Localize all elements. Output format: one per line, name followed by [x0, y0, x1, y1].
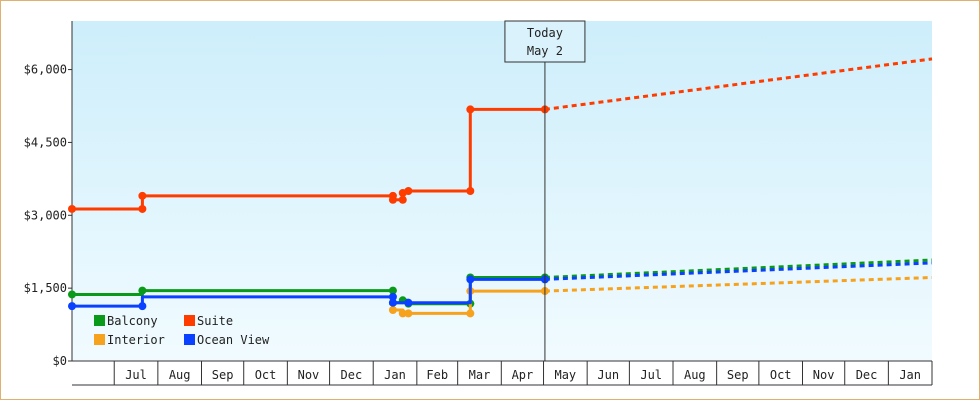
forecast-line-suite	[544, 57, 933, 111]
x-tick-label: Jan	[899, 368, 921, 382]
y-axis: $0 $1,500 $3,000 $4,500 $6,000	[24, 21, 73, 368]
today-box	[504, 20, 586, 63]
today-marker: Today May 2	[504, 20, 586, 361]
y-tick-label: $4,500	[24, 135, 67, 149]
data-point	[466, 187, 475, 195]
data-point	[466, 275, 475, 284]
forecast-line-balcony	[544, 258, 933, 279]
x-tick-label: Jan	[384, 368, 406, 382]
data-point	[68, 290, 76, 299]
x-tick-label: Dec	[341, 368, 363, 382]
legend-swatch-balcony	[94, 315, 105, 326]
data-point	[404, 187, 413, 195]
x-tick-label: Oct	[770, 368, 792, 382]
x-tick-label: Sep	[212, 368, 234, 382]
y-tick-label: $6,000	[24, 63, 67, 77]
x-tick-label: Nov	[298, 368, 320, 382]
data-point	[388, 286, 397, 295]
y-tick-label: $1,500	[24, 281, 67, 295]
x-tick-label: Aug	[169, 368, 191, 382]
x-tick-label: Jul	[125, 368, 147, 382]
legend-label-interior: Interior	[107, 333, 165, 347]
legend-swatch-interior	[94, 334, 105, 345]
data-point	[388, 195, 397, 204]
x-tick-label: Apr	[512, 368, 534, 382]
plot-area	[72, 21, 932, 361]
series-interior	[388, 276, 933, 318]
data-point	[138, 191, 147, 200]
x-tick-label: Dec	[856, 368, 878, 382]
data-point	[466, 105, 475, 114]
data-point	[388, 298, 397, 307]
x-axis: Jul Aug Sep Oct Nov Dec Jan Feb Mar Apr May Jun Jul A…	[72, 360, 933, 386]
data-point	[388, 306, 397, 314]
forecast-line-ocean-view	[544, 261, 933, 281]
x-tick-label: Jul	[640, 368, 662, 382]
data-point	[138, 302, 147, 311]
x-tick-label: Jun	[597, 368, 619, 382]
series-ocean-view	[68, 261, 933, 311]
data-point	[68, 302, 76, 311]
legend-swatch-suite	[184, 315, 195, 326]
legend: Balcony Suite Interior Ocean View	[94, 314, 270, 347]
data-point	[398, 309, 407, 318]
x-tick-label: Aug	[684, 368, 706, 382]
legend-swatch-ocean-view	[184, 334, 195, 345]
y-tick-label: $0	[53, 354, 67, 368]
series-layer	[68, 57, 933, 318]
data-point	[138, 204, 147, 213]
data-point	[398, 195, 407, 204]
data-point	[404, 298, 413, 307]
x-tick-label: Oct	[255, 368, 277, 382]
legend-label-ocean-view: Ocean View	[197, 333, 270, 347]
today-date: May 2	[527, 44, 563, 58]
data-point	[138, 286, 147, 295]
x-tick-label: Nov	[813, 368, 835, 382]
y-tick-label: $3,000	[24, 208, 67, 222]
today-label: Today	[527, 26, 563, 40]
data-point	[68, 204, 76, 213]
legend-label-suite: Suite	[197, 314, 233, 328]
x-tick-label: Feb	[426, 368, 448, 382]
x-tick-label: Sep	[727, 368, 749, 382]
data-point	[404, 309, 413, 318]
data-point	[466, 309, 475, 318]
data-point	[388, 292, 397, 301]
x-tick-label: May	[554, 368, 576, 382]
x-tick-label: Mar	[469, 368, 491, 382]
forecast-line-interior	[544, 276, 933, 293]
series-suite	[68, 57, 933, 213]
legend-label-balcony: Balcony	[107, 314, 158, 328]
